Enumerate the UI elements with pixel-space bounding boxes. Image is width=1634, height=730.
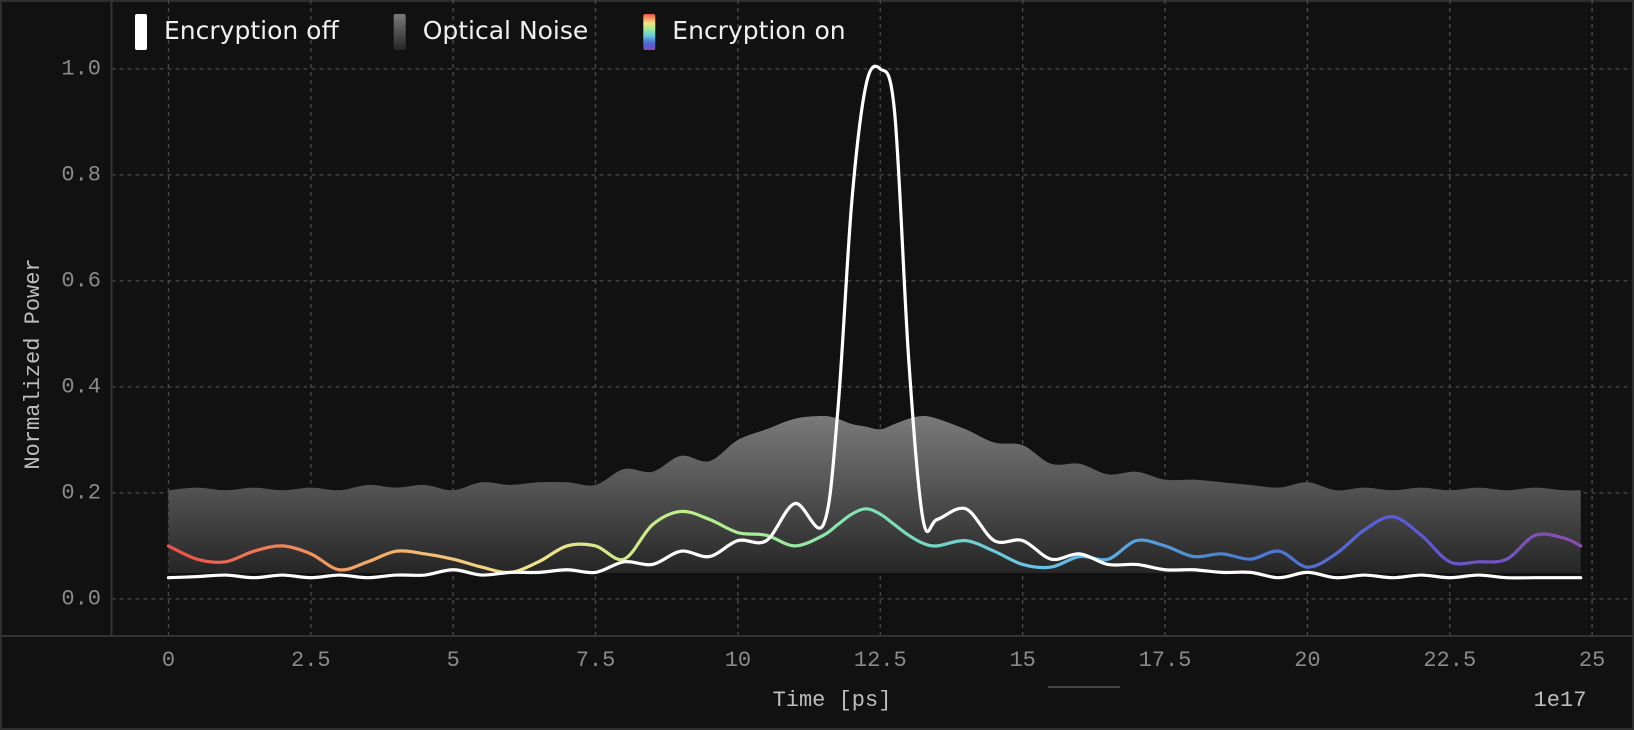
y-axis-label: Normalized Power [21,258,46,469]
x-offset-label: 1e17 [1534,688,1587,713]
x-tick-label: 15 [1009,648,1035,673]
y-tick-label: 0.0 [61,587,101,612]
axes: Time [ps] 1e17 Normalized Power 0 2.5 5 7.5… [0,0,1634,713]
x-tick-label: 17.5 [1139,648,1192,673]
y-tick-label: 0.6 [61,269,101,294]
legend-swatch [393,14,406,50]
legend-label: Encryption off [164,16,339,45]
x-tick-label: 20 [1294,648,1320,673]
noise-band [168,416,1581,573]
x-tick-label: 5 [447,648,460,673]
x-axis-label: Time [ps] [773,688,892,713]
x-tick-label: 7.5 [576,648,616,673]
y-tick-label: 1.0 [61,57,101,82]
y-tick-label: 0.8 [61,163,101,188]
x-tick-label: 10 [725,648,751,673]
x-tick-label: 22.5 [1423,648,1476,673]
legend: Encryption off Optical Noise Encryption on [135,14,846,50]
x-tick-label: 12.5 [854,648,907,673]
legend-label: Optical Noise [423,16,589,45]
legend-label: Encryption on [672,16,845,45]
x-tick-label: 25 [1579,648,1605,673]
y-tick-label: 0.4 [61,375,101,400]
marks [166,64,1583,580]
y-tick-label: 0.2 [61,481,101,506]
legend-swatch [643,14,656,50]
legend-swatch [135,14,147,50]
x-tick-label: 2.5 [291,648,331,673]
series-line [166,507,1583,575]
x-tick-label: 0 [162,648,175,673]
series-line [166,64,1583,580]
